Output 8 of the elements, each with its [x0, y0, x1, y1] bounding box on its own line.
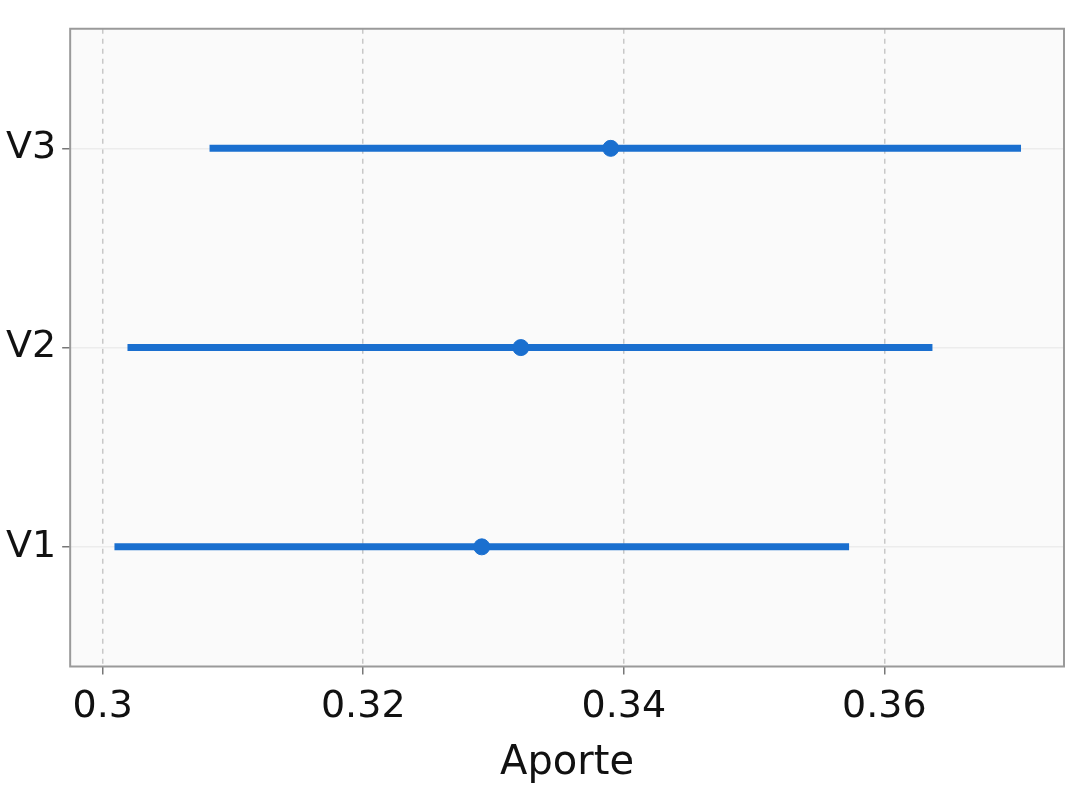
x-tick-label: 0.3 [72, 682, 133, 727]
y-tick-label: V2 [6, 322, 57, 367]
x-tick-label: 0.34 [581, 682, 667, 727]
x-axis-title: Aporte [500, 737, 635, 784]
y-tick-label: V3 [6, 123, 57, 168]
x-tick-label: 0.32 [320, 682, 406, 727]
x-tick-label: 0.36 [841, 682, 927, 727]
y-tick-label: V1 [6, 521, 57, 566]
